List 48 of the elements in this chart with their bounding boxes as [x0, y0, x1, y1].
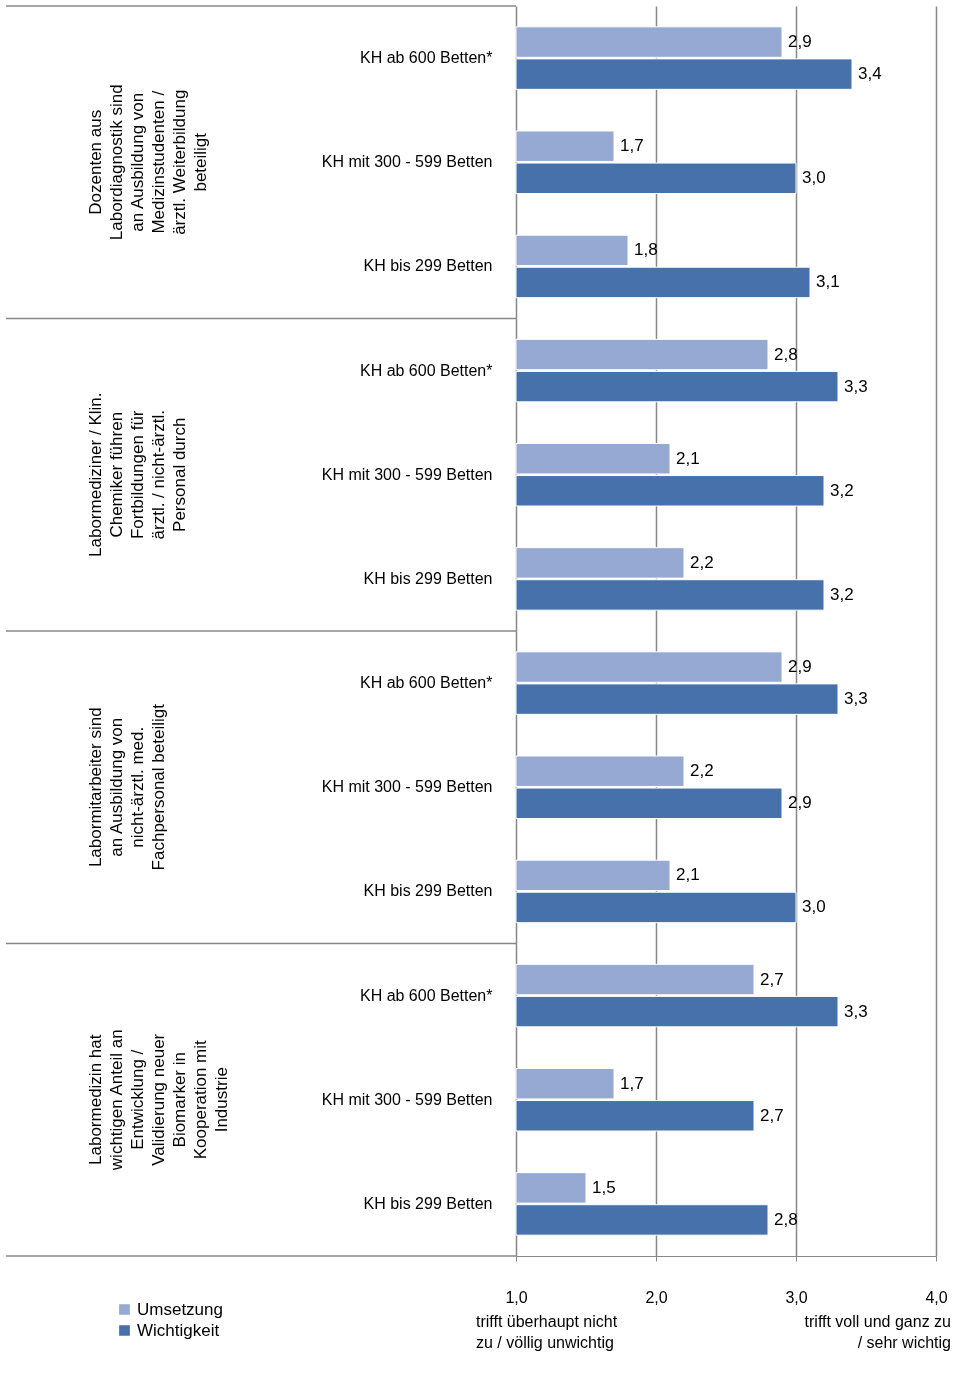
y-tick-label: KH bis 299 Betten	[363, 1194, 493, 1212]
data-label: 3,3	[844, 1001, 868, 1021]
data-label: 2,9	[788, 793, 812, 813]
text: trifft überhaupt nicht zu / völlig unwichtig	[476, 1313, 618, 1351]
y-tick-label: KH mit 300 - 599 Betten	[321, 465, 493, 483]
x-tick-label: 3,0	[785, 1288, 808, 1306]
data-label: 1,8	[634, 240, 658, 260]
legend-label: Umsetzung	[137, 1299, 223, 1319]
data-label: 3,0	[802, 897, 826, 917]
text: Dozenten aus Labordiagnostik sind an Ausbildung von Medizinstudenten / ärztl. Weiterbildung beteiligt	[86, 84, 210, 241]
data-label: 1,7	[620, 1073, 644, 1093]
data-label: 2,1	[676, 865, 700, 885]
data-label: 1,7	[620, 136, 644, 156]
data-label: 2,7	[760, 1105, 784, 1125]
data-label: 2,2	[690, 552, 714, 572]
data-label: 2,8	[774, 344, 798, 364]
data-label: 3,4	[858, 64, 882, 84]
y-tick-label: KH mit 300 - 599 Betten	[321, 1090, 493, 1108]
data-label: 1,5	[592, 1177, 616, 1197]
x-tick-label: 2,0	[645, 1288, 668, 1306]
data-label: 3,3	[844, 689, 868, 709]
data-label: 2,1	[676, 448, 700, 468]
text: trifft voll und ganz zu / sehr wichtig	[804, 1313, 951, 1351]
y-tick-label: KH bis 299 Betten	[363, 257, 493, 275]
y-tick-label: KH ab 600 Betten*	[359, 986, 493, 1004]
y-tick-label: KH mit 300 - 599 Betten	[321, 778, 493, 796]
data-label: 2,8	[774, 1209, 798, 1229]
x-tick-label: 4,0	[925, 1288, 948, 1306]
y-tick-label: KH bis 299 Betten	[363, 569, 493, 587]
y-tick-label: KH ab 600 Betten*	[359, 674, 493, 692]
data-label: 3,1	[816, 272, 840, 292]
x-tick-label: 1,0	[505, 1288, 528, 1306]
text: Labormitarbeiter sind an Ausbildung von nicht-ärztl. med. Fachpersonal beteiligt	[86, 703, 168, 871]
data-label: 2,9	[788, 32, 812, 52]
text: Labormedizin hat wichtigen Anteil an Entwicklung / Validierung neuer Biomarker in Kooperation mit Industrie	[86, 1029, 231, 1172]
data-label: 3,3	[844, 376, 868, 396]
y-tick-label: KH ab 600 Betten*	[359, 49, 493, 67]
data-label: 3,2	[830, 480, 854, 500]
data-label: 3,0	[802, 168, 826, 188]
legend-label: Wichtigkeit	[137, 1320, 220, 1340]
y-tick-label: KH mit 300 - 599 Betten	[321, 153, 493, 171]
data-label: 2,9	[788, 657, 812, 677]
data-label: 2,7	[760, 969, 784, 989]
y-tick-label: KH ab 600 Betten*	[359, 361, 493, 379]
data-label: 2,2	[690, 761, 714, 781]
y-tick-label: KH bis 299 Betten	[363, 882, 493, 900]
data-label: 3,2	[830, 584, 854, 604]
text: Labormediziner / Klin. Chemiker führen Fortbildungen für ärztl. / nicht-ärztl. Personal durch	[86, 392, 189, 557]
